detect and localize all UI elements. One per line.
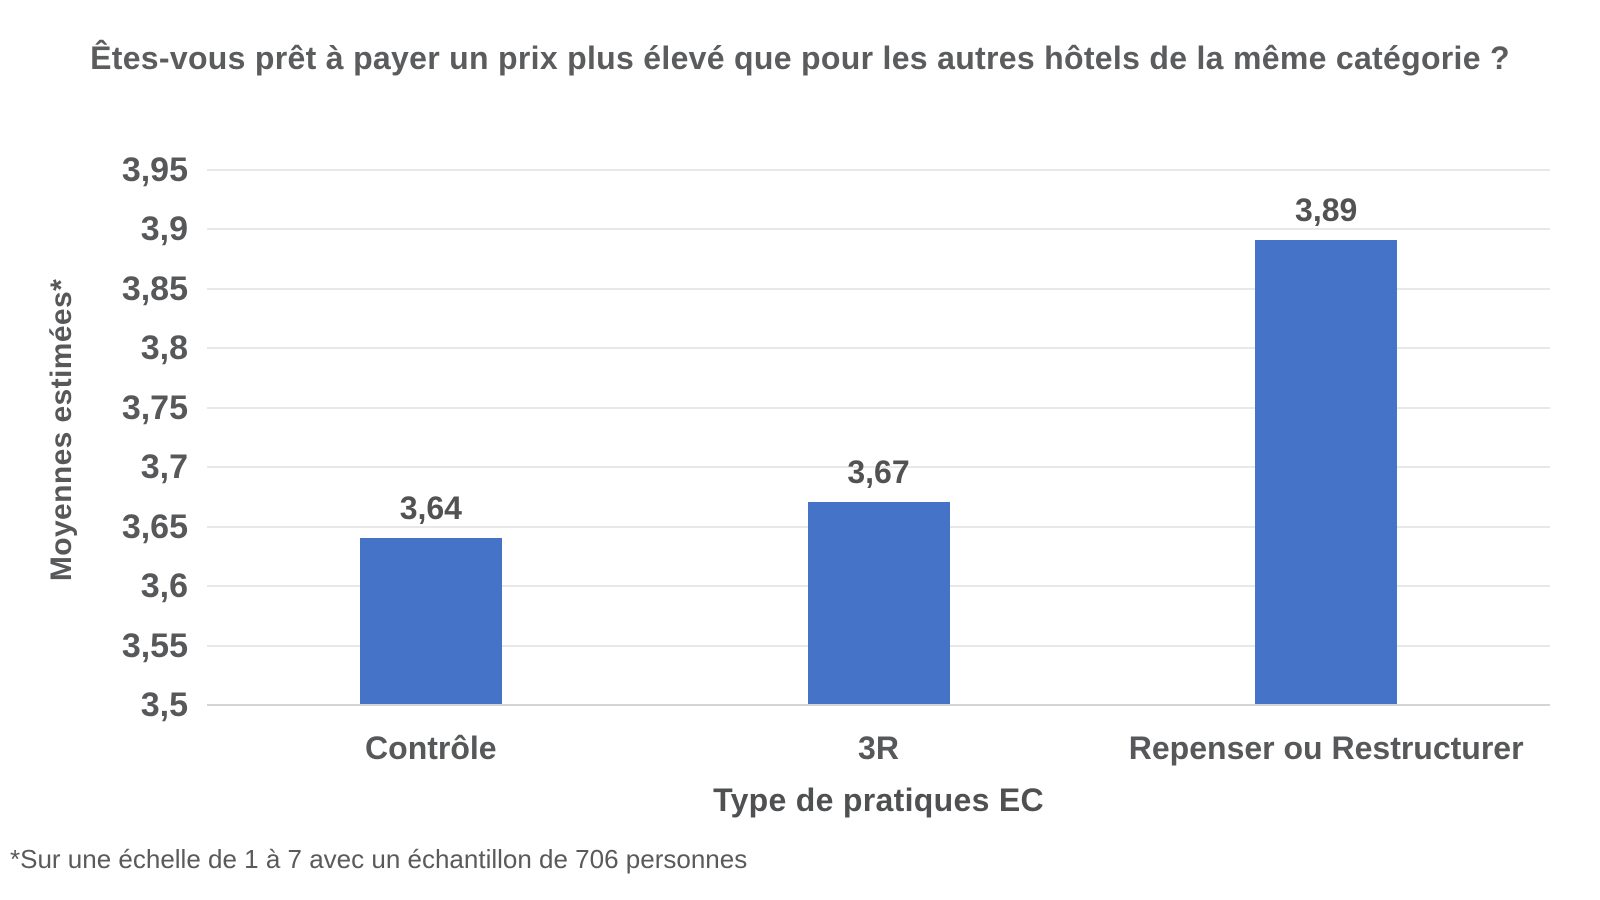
gridline: [207, 466, 1550, 469]
bar: [1255, 240, 1398, 704]
footnote: *Sur une échelle de 1 à 7 avec un échant…: [10, 844, 748, 874]
gridline: [207, 347, 1550, 350]
x-axis-title: Type de pratiques EC: [713, 782, 1044, 818]
gridline: [207, 406, 1550, 409]
x-axis-category-labels: Contrôle 3R Repenser ou Restructurer: [0, 730, 1600, 776]
y-axis-tick-label: 3,65: [121, 507, 188, 546]
bar: [807, 501, 950, 704]
y-axis-tick-label: 3,95: [121, 151, 188, 189]
chart-title: Êtes-vous prêt à payer un prix plus élev…: [90, 40, 1510, 76]
y-axis-tick-label: 3,85: [121, 269, 188, 308]
bar: [359, 537, 502, 704]
y-axis-tick-label: 3,55: [121, 626, 188, 665]
bar-value-label: 3,67: [847, 453, 910, 490]
category-label: Repenser ou Restructurer: [1128, 730, 1524, 766]
y-axis-tick-label: 3,8: [140, 329, 188, 368]
gridline: [207, 287, 1550, 290]
y-axis-tick-label: 3,6: [140, 567, 188, 606]
bar-value-label: 3,64: [399, 489, 462, 526]
bar-value-label: 3,89: [1295, 192, 1358, 229]
y-axis-tick-label: 3,75: [121, 388, 188, 427]
gridline: [207, 169, 1550, 171]
y-axis-tick-label: 3,7: [140, 448, 188, 487]
category-label: 3R: [858, 730, 899, 766]
gridline: [207, 228, 1550, 231]
y-axis-tick-labels: 3,5 3,55 3,6 3,65 3,7 3,75 3,8 3,85 3,9 3,95: [0, 151, 188, 724]
y-axis-tick-label: 3,5: [140, 686, 188, 724]
y-axis-tick-label: 3,9: [140, 210, 188, 249]
gridline: [207, 704, 1550, 706]
category-label: Contrôle: [365, 730, 497, 766]
plot-area: 3,64 3,67 3,89: [207, 169, 1550, 706]
